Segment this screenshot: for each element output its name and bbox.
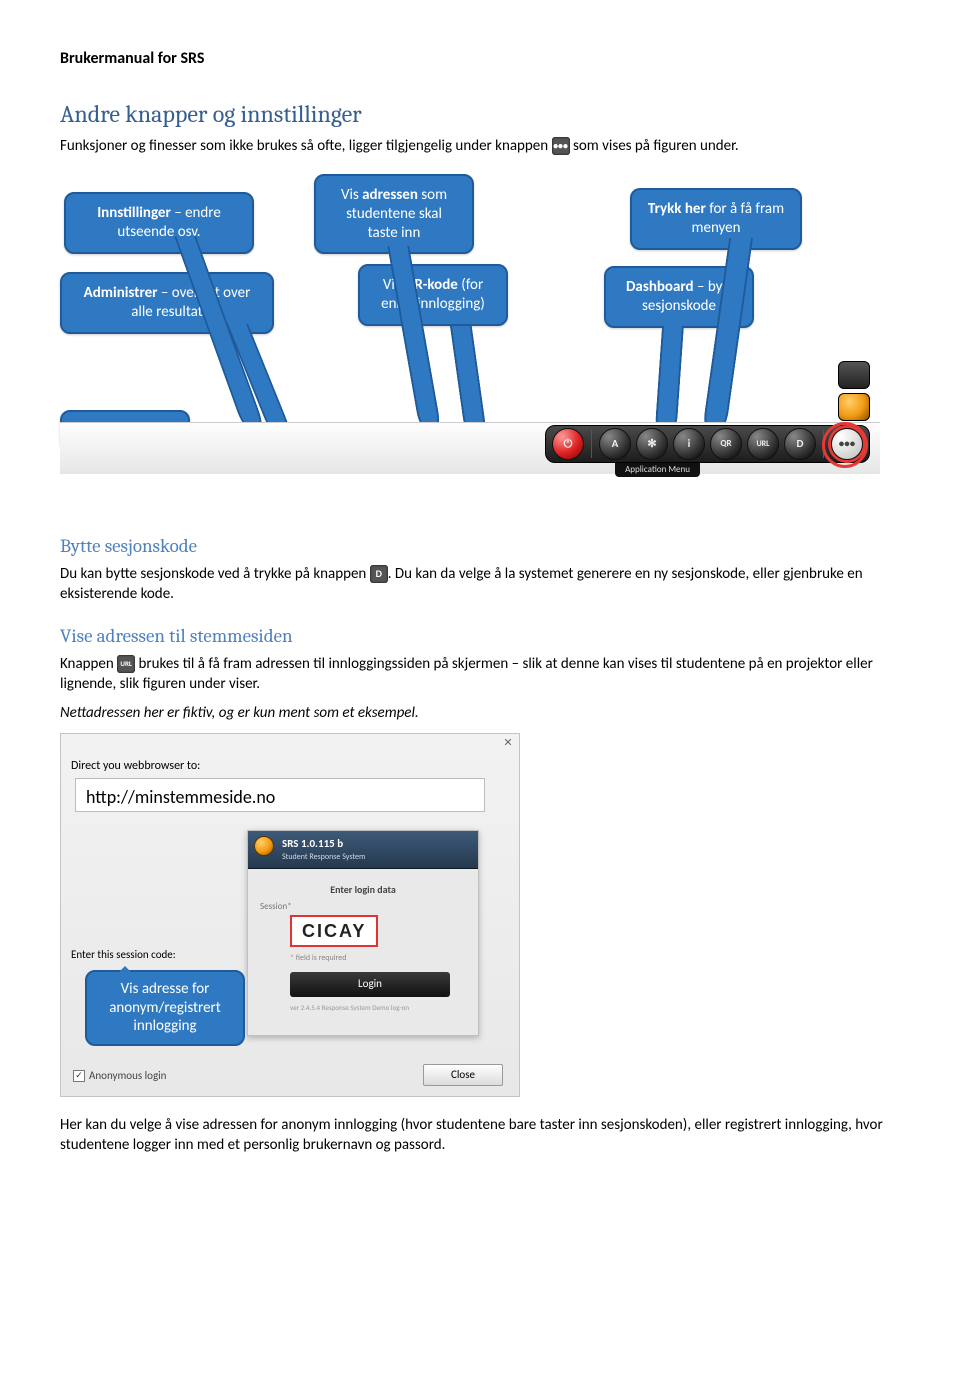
vise-after: brukes til å få fram adressen til innlog… xyxy=(60,655,873,693)
bytte-before: Du kan bytte sesjonskode ved å trykke på… xyxy=(60,565,370,583)
callout-settings: Innstillinger – endre utseende osv. xyxy=(64,192,254,254)
side-button[interactable] xyxy=(838,361,870,389)
heading-bytte: Bytte sesjonskode xyxy=(60,534,900,560)
url-button[interactable]: URL xyxy=(747,428,779,460)
callout-pressmenu-rest: for å få fram menyen xyxy=(692,200,785,237)
checkbox-icon[interactable]: ✓ xyxy=(73,1070,85,1082)
dashboard-button[interactable]: D xyxy=(784,428,816,460)
intro-text-after: som vises på figuren under. xyxy=(573,137,739,155)
vise-paragraph: Knappen URL brukes til å få fram adresse… xyxy=(60,654,900,695)
enter-login-label: Enter login data xyxy=(260,883,466,897)
callout-administer-bold: Administrer xyxy=(84,284,158,302)
intro-paragraph: Funksjoner og finesser som ikke brukes s… xyxy=(60,136,900,156)
admin-button[interactable]: A xyxy=(599,428,631,460)
anonymous-login-row[interactable]: ✓ Anonymous login xyxy=(73,1069,166,1084)
figure-toolbar-callouts: Innstillinger – endre utseende osv. Vis … xyxy=(60,174,880,514)
side-button-orange[interactable] xyxy=(838,393,870,421)
direct-label: Direct you webbrowser to: xyxy=(71,758,200,774)
login-button[interactable]: Login xyxy=(290,972,450,997)
url-display: http://minstemmeside.no xyxy=(75,778,485,812)
toolbar-background: ⏻ A ✻ i QR URL D ••• Application Menu xyxy=(60,422,880,474)
callout-address: Vis adressen som studentene skal taste i… xyxy=(314,174,474,254)
divider xyxy=(591,430,592,458)
session-field-label: Session* xyxy=(260,901,466,913)
side-stack xyxy=(838,361,870,421)
vise-before: Knappen xyxy=(60,655,117,673)
dashboard-icon: D xyxy=(370,565,388,583)
callout-dashboard-bold: Dashboard xyxy=(626,278,694,296)
page-header: Brukermanual for SRS xyxy=(60,48,900,70)
callout-anon-address: Vis adresse for anonym/registrert innlog… xyxy=(85,970,245,1046)
url-icon: URL xyxy=(117,655,135,673)
application-toolbar: ⏻ A ✻ i QR URL D ••• xyxy=(545,425,870,463)
anonymous-login-label: Anonymous login xyxy=(89,1069,166,1084)
menu-button[interactable]: ••• xyxy=(831,428,863,460)
bytte-paragraph: Du kan bytte sesjonskode ved å trykke på… xyxy=(60,564,900,605)
close-button[interactable]: Close xyxy=(423,1064,503,1086)
toolbar-label: Application Menu xyxy=(615,463,700,477)
login-panel-header: SRS 1.0.115 b Student Response System xyxy=(248,831,478,870)
callout-qr: Vis QR-kode (for enkel innlogging) xyxy=(358,264,508,326)
intro-text-before: Funksjoner og finesser som ikke brukes s… xyxy=(60,137,552,155)
figure-login-dialog: ✕ Direct you webbrowser to: http://minst… xyxy=(60,733,520,1097)
heading-vise: Vise adressen til stemmesiden xyxy=(60,624,900,650)
heading-main: Andre knapper og innstillinger xyxy=(60,98,900,130)
callout-pressmenu: Trykk her for å få fram menyen xyxy=(630,188,802,250)
closing-paragraph: Her kan du velge å vise adressen for ano… xyxy=(60,1115,900,1156)
vise-note: Nettadressen her er fiktiv, og er kun me… xyxy=(60,703,900,723)
session-code: CICAY xyxy=(290,915,378,947)
qr-button[interactable]: QR xyxy=(710,428,742,460)
srs-logo-icon xyxy=(254,836,274,856)
login-panel-body: Enter login data Session* CICAY * field … xyxy=(248,869,478,1022)
panel-title: SRS 1.0.115 b xyxy=(282,837,343,850)
required-note: * field is required xyxy=(290,953,466,964)
panel-subtitle: Student Response System xyxy=(282,852,470,863)
callout-address-bold: adressen xyxy=(362,186,418,204)
power-button[interactable]: ⏻ xyxy=(552,428,584,460)
close-x-icon[interactable]: ✕ xyxy=(501,736,515,750)
menu-icon: ••• xyxy=(552,137,570,155)
settings-button[interactable]: ✻ xyxy=(636,428,668,460)
pointer xyxy=(174,236,268,437)
callout-settings-bold: Innstillinger xyxy=(97,204,171,222)
info-button[interactable]: i xyxy=(673,428,705,460)
login-panel: SRS 1.0.115 b Student Response System En… xyxy=(247,830,479,1036)
panel-footer: ver 2.4.5.4 Response System Demo log-on xyxy=(290,1003,466,1012)
callout-pressmenu-bold: Trykk her xyxy=(648,200,706,218)
callout-address-pre: Vis xyxy=(341,186,362,204)
divider xyxy=(823,430,824,458)
